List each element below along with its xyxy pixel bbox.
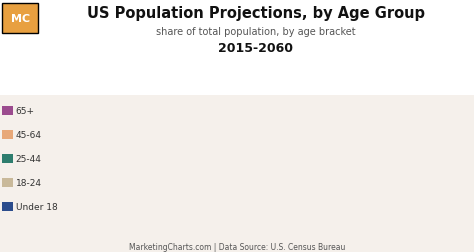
Bar <box>395 134 444 161</box>
Bar <box>215 108 264 131</box>
Bar <box>125 125 174 154</box>
Bar <box>395 188 444 197</box>
Bar <box>395 161 444 188</box>
Text: 26.2%: 26.2% <box>134 135 165 144</box>
Bar <box>305 187 354 197</box>
Bar <box>305 132 354 160</box>
Bar <box>215 196 264 219</box>
Text: 45-64: 45-64 <box>16 130 42 139</box>
Text: 20.6%: 20.6% <box>224 115 255 124</box>
Text: 9.7%: 9.7% <box>137 184 162 193</box>
Text: US Population Projections, by Age Group: US Population Projections, by Age Group <box>87 6 425 21</box>
Text: 21.8%: 21.8% <box>314 116 345 125</box>
Text: 19.8%: 19.8% <box>404 204 435 213</box>
Text: Under 18: Under 18 <box>16 202 57 211</box>
Bar <box>215 186 264 196</box>
Bar <box>125 183 174 194</box>
Text: 22.9%: 22.9% <box>134 202 165 211</box>
Text: 65+: 65+ <box>16 106 35 115</box>
Bar <box>395 197 444 219</box>
Bar <box>305 108 354 132</box>
Text: share of total population, by age bracket: share of total population, by age bracke… <box>156 26 356 37</box>
Bar <box>125 108 174 125</box>
Text: 26.7%: 26.7% <box>224 167 255 176</box>
Bar <box>215 156 264 186</box>
Text: 18-24: 18-24 <box>16 178 42 187</box>
Text: 8.3%: 8.3% <box>317 188 342 197</box>
Bar <box>305 160 354 187</box>
Text: 20.3%: 20.3% <box>314 204 345 212</box>
Bar <box>125 154 174 183</box>
Bar <box>125 194 174 219</box>
Text: MarketingCharts.com | Data Source: U.S. Census Bureau: MarketingCharts.com | Data Source: U.S. … <box>129 242 345 251</box>
Bar <box>215 131 264 156</box>
Bar <box>305 197 354 219</box>
Text: 23.6%: 23.6% <box>404 117 435 126</box>
Text: 14.9%: 14.9% <box>134 112 165 121</box>
Bar <box>395 108 444 134</box>
Text: MC: MC <box>11 14 30 24</box>
Text: 24.7%: 24.7% <box>404 170 435 179</box>
Text: 25-44: 25-44 <box>16 154 42 163</box>
Text: 26.3%: 26.3% <box>134 164 165 173</box>
Text: 25.2%: 25.2% <box>314 169 345 178</box>
Text: 2015-2060: 2015-2060 <box>219 42 293 54</box>
Text: 8.6%: 8.6% <box>227 186 252 196</box>
Text: 8.0%: 8.0% <box>407 188 432 197</box>
Text: 24.0%: 24.0% <box>404 143 435 152</box>
Text: 22.9%: 22.9% <box>224 139 255 148</box>
Text: 24.5%: 24.5% <box>314 142 345 150</box>
Text: 21.2%: 21.2% <box>224 203 255 212</box>
